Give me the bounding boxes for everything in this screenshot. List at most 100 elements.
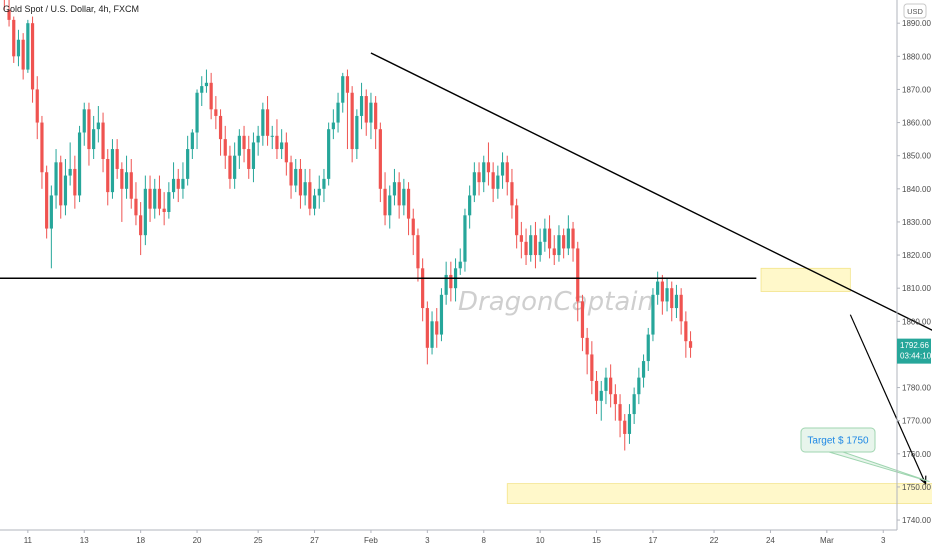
candle[interactable] xyxy=(73,155,77,209)
candle[interactable] xyxy=(637,367,641,405)
candle[interactable] xyxy=(124,155,129,199)
candle[interactable] xyxy=(613,384,617,421)
candle[interactable] xyxy=(54,149,58,209)
candle[interactable] xyxy=(228,145,232,189)
candle[interactable] xyxy=(496,165,500,199)
candle[interactable] xyxy=(308,168,312,216)
candle[interactable] xyxy=(458,248,462,275)
candle[interactable] xyxy=(679,288,683,335)
candle[interactable] xyxy=(7,0,11,27)
target-callout-box[interactable] xyxy=(800,427,876,453)
candle[interactable] xyxy=(242,125,246,163)
candle[interactable] xyxy=(656,271,660,305)
candle[interactable] xyxy=(317,175,321,209)
candle[interactable] xyxy=(312,188,317,216)
candle[interactable] xyxy=(341,72,345,113)
candle[interactable] xyxy=(284,132,288,176)
candle[interactable] xyxy=(35,76,39,140)
candle[interactable] xyxy=(327,122,331,186)
candle[interactable] xyxy=(378,122,382,203)
candle[interactable] xyxy=(129,159,133,209)
candle[interactable] xyxy=(200,76,204,106)
candle[interactable] xyxy=(557,225,561,262)
candle[interactable] xyxy=(237,129,241,169)
candle[interactable] xyxy=(298,159,303,209)
candle[interactable] xyxy=(336,92,340,133)
candle[interactable] xyxy=(16,29,21,67)
candle[interactable] xyxy=(331,109,335,140)
candle[interactable] xyxy=(510,168,514,219)
candle[interactable] xyxy=(402,178,406,216)
candle[interactable] xyxy=(364,89,368,136)
candle[interactable] xyxy=(571,221,575,262)
candle[interactable] xyxy=(435,308,439,348)
current-price-tag[interactable] xyxy=(897,338,931,364)
candle[interactable] xyxy=(486,142,491,186)
candle[interactable] xyxy=(472,162,476,203)
candle[interactable] xyxy=(524,228,528,265)
candle[interactable] xyxy=(632,387,636,424)
candle[interactable] xyxy=(251,132,256,183)
candle[interactable] xyxy=(49,185,53,269)
candle[interactable] xyxy=(477,162,481,196)
candle[interactable] xyxy=(468,185,472,229)
candle[interactable] xyxy=(674,284,679,318)
candle[interactable] xyxy=(529,225,533,262)
candle[interactable] xyxy=(463,208,467,272)
candle[interactable] xyxy=(12,16,16,63)
candle[interactable] xyxy=(688,331,693,358)
candle[interactable] xyxy=(120,162,124,222)
candle[interactable] xyxy=(599,380,603,421)
candle[interactable] xyxy=(223,125,227,169)
candle[interactable] xyxy=(45,165,49,239)
candle[interactable] xyxy=(383,172,387,226)
candle[interactable] xyxy=(63,159,68,216)
candle[interactable] xyxy=(190,129,194,159)
candle[interactable] xyxy=(82,102,86,146)
candle[interactable] xyxy=(115,139,119,179)
candle[interactable] xyxy=(261,102,265,146)
candle[interactable] xyxy=(491,162,495,203)
candle[interactable] xyxy=(444,261,448,305)
candle[interactable] xyxy=(303,168,307,206)
candle[interactable] xyxy=(590,341,594,395)
candle[interactable] xyxy=(449,261,453,302)
candle[interactable] xyxy=(576,241,580,322)
candle[interactable] xyxy=(392,168,397,206)
candle[interactable] xyxy=(562,228,566,259)
candle[interactable] xyxy=(609,364,613,408)
candle[interactable] xyxy=(594,371,599,415)
candle[interactable] xyxy=(247,135,251,179)
candle[interactable] xyxy=(660,274,664,315)
candle[interactable] xyxy=(139,202,143,256)
candle[interactable] xyxy=(684,311,688,358)
candle[interactable] xyxy=(265,96,270,146)
candle[interactable] xyxy=(68,142,72,186)
candle[interactable] xyxy=(515,198,519,249)
candle[interactable] xyxy=(3,0,6,10)
candle[interactable] xyxy=(618,394,622,438)
candle[interactable] xyxy=(171,162,176,199)
candle[interactable] xyxy=(92,115,96,159)
candle[interactable] xyxy=(275,119,279,159)
candle[interactable] xyxy=(543,218,547,252)
candle[interactable] xyxy=(77,125,82,203)
candle[interactable] xyxy=(162,192,166,226)
target-arrow-line[interactable] xyxy=(849,314,927,484)
candle[interactable] xyxy=(110,139,115,199)
candle[interactable] xyxy=(421,258,425,322)
candle[interactable] xyxy=(505,155,509,196)
candle[interactable] xyxy=(167,182,171,219)
candle[interactable] xyxy=(566,215,570,256)
candle[interactable] xyxy=(604,367,608,405)
candle[interactable] xyxy=(547,215,552,259)
candle[interactable] xyxy=(322,168,326,203)
candle[interactable] xyxy=(106,149,110,206)
candle[interactable] xyxy=(482,155,486,193)
candle[interactable] xyxy=(585,327,589,375)
candle[interactable] xyxy=(143,175,147,246)
candle[interactable] xyxy=(406,182,411,236)
candle[interactable] xyxy=(209,72,213,120)
candle[interactable] xyxy=(176,168,180,203)
